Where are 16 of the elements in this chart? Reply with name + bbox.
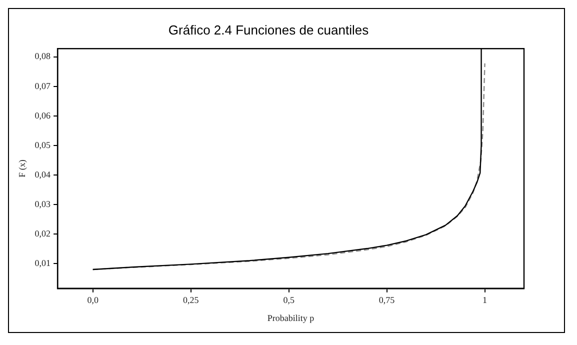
y-tick-label: 0,07 (34, 80, 52, 91)
x-axis-title: Probability p (267, 312, 315, 323)
y-tick-label: 0,01 (34, 258, 51, 268)
x-tick-label: 0,0 (87, 295, 99, 306)
x-tick-label: 0,25 (182, 295, 200, 306)
y-tick-label: 0,05 (34, 140, 52, 150)
y-tick-label: 0,04 (34, 169, 52, 180)
x-tick-label: 0,75 (378, 295, 396, 306)
y-tick-label: 0,02 (34, 228, 51, 238)
y-tick-label: 0,06 (34, 110, 52, 120)
y-tick-label: 0,03 (34, 198, 52, 209)
y-tick-label: 0,08 (34, 51, 52, 62)
chart-title: Gráfico 2.4 Funciones de cuantiles (168, 22, 370, 38)
x-tick-label: 0,5 (283, 295, 295, 306)
x-tick-label: 1 (482, 295, 488, 306)
y-axis-title: F (x) (16, 160, 27, 178)
